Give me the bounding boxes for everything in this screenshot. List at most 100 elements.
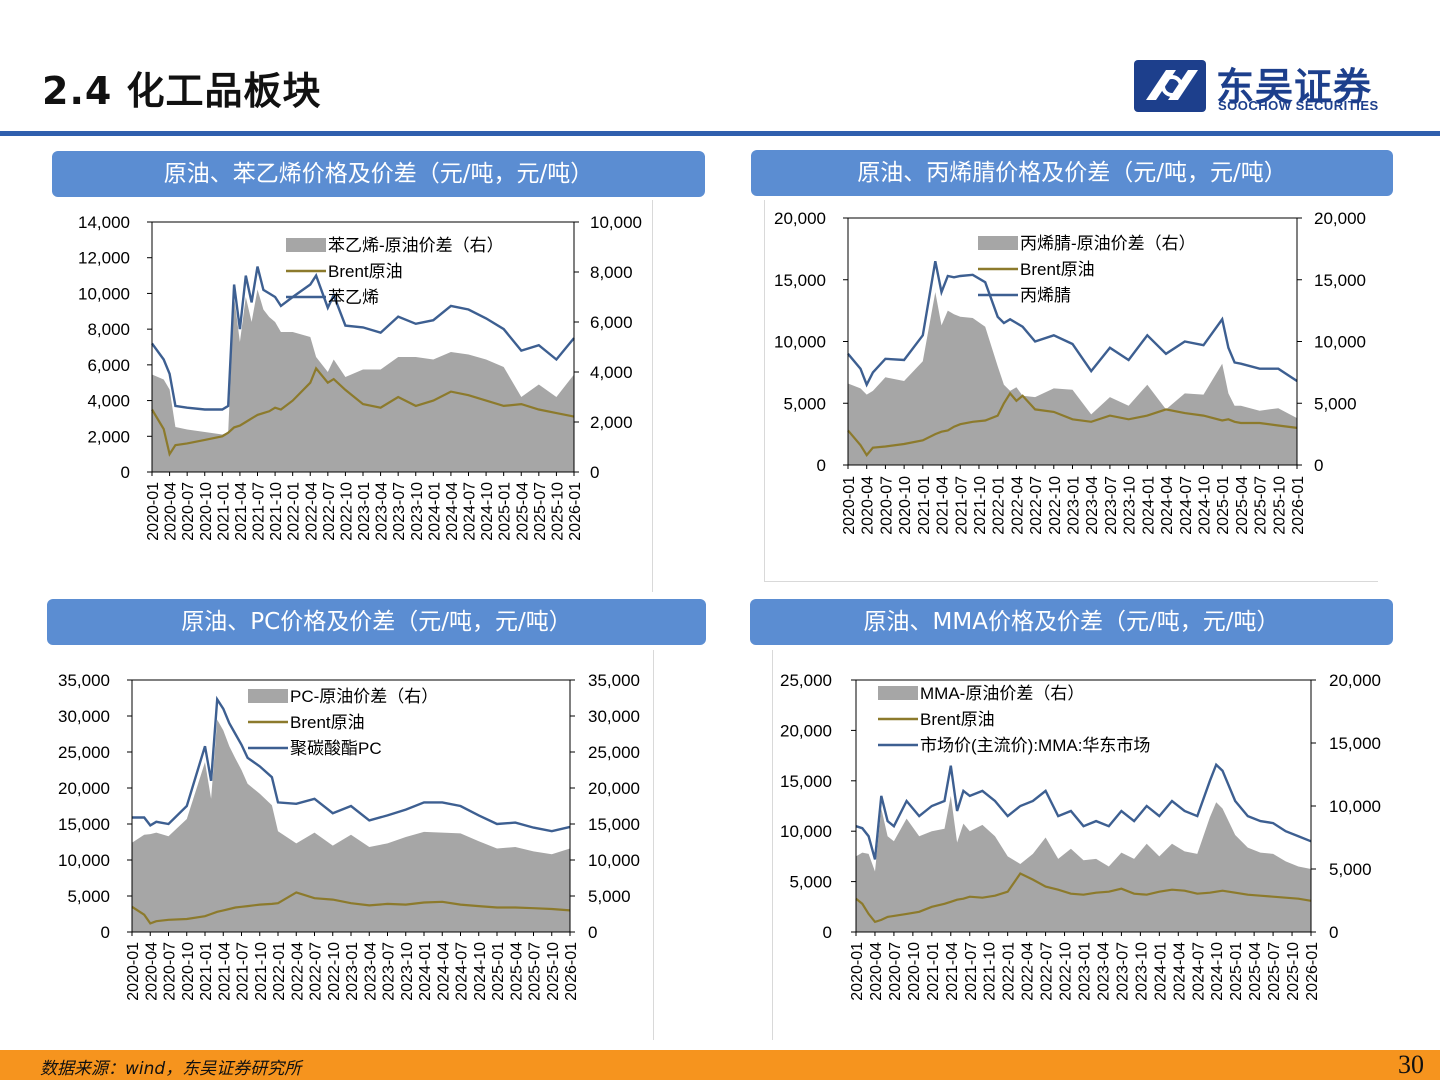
chart-2-xtick-label: 2021-01: [916, 476, 933, 535]
chart-3-ytick-left-label: 35,000: [58, 671, 110, 690]
header-rule: [0, 131, 1440, 136]
chart-1-xtick-label: 2023-04: [374, 482, 391, 541]
footer-source: 数据来源：wind，东吴证券研究所: [40, 1059, 302, 1079]
chart-4-xtick-label: 2023-10: [1133, 942, 1150, 1001]
chart-3-ytick-left-label: 25,000: [58, 743, 110, 762]
chart-3-product-line: [132, 695, 571, 833]
page-number: 30: [1398, 1050, 1424, 1079]
chart-3-xtick-label: 2020-10: [180, 942, 197, 1001]
chart-3-legend-brent-label: Brent原油: [290, 713, 365, 732]
chart-2-xtick-label: 2026-01: [1290, 476, 1307, 535]
chart-3-ytick-left-label: 10,000: [58, 851, 110, 870]
chart-1-xtick-label: 2025-10: [549, 482, 566, 541]
chart-1-legend-brent-label: Brent原油: [328, 262, 403, 281]
chart-1-ytick-right-label: 8,000: [590, 263, 633, 282]
chart-4-xtick-label: 2021-04: [944, 942, 961, 1001]
chart-4-ytick-left-label: 25,000: [780, 671, 832, 690]
chart-3-ytick-left-label: 30,000: [58, 707, 110, 726]
chart-1-legend-spread-label: 苯乙烯-原油价差（右）: [328, 236, 504, 255]
chart-3-xtick-label: 2020-07: [162, 942, 179, 1001]
chart-2-xtick-label: 2020-04: [860, 476, 877, 535]
chart-3-xtick-label: 2024-04: [435, 942, 452, 1001]
chart-1-xtick-label: 2023-10: [409, 482, 426, 541]
chart-4-ytick-left-label: 5,000: [789, 873, 832, 892]
chart-3-ytick-left-label: 15,000: [58, 815, 110, 834]
chart-4-spread-area: [856, 795, 1311, 932]
chart-1-ytick-left-label: 0: [121, 463, 130, 482]
chart-4-xtick-label: 2022-07: [1039, 942, 1056, 1001]
chart-4-xtick-label: 2020-01: [849, 942, 866, 1001]
chart-3-xtick-label: 2026-01: [563, 942, 580, 1001]
chart-2-xtick-label: 2022-04: [1009, 476, 1026, 535]
chart-3-ytick-right-label: 20,000: [588, 779, 640, 798]
chart-3-xtick-label: 2022-07: [308, 942, 325, 1001]
chart-2-xtick-label: 2023-07: [1103, 476, 1120, 535]
chart-mma: 0 5,000 10,000 15,000 20,000 25,000 0 5,000 10,0…: [780, 671, 1381, 1001]
chart-3-legend-product-label: 聚碳酸酯PC: [290, 739, 382, 758]
chart-1-xtick-label: 2025-01: [497, 482, 514, 541]
chart-1-xtick-label: 2021-10: [268, 482, 285, 541]
chart-1-ytick-left-label: 2,000: [87, 427, 130, 446]
chart-2-legend-spread-label: 丙烯腈-原油价差（右）: [1020, 234, 1196, 253]
chart-2-ytick-left-label: 10,000: [774, 333, 826, 352]
chart-4-ytick-right-label: 0: [1329, 923, 1338, 942]
chart-1-xtick-label: 2022-10: [338, 482, 355, 541]
chart-3-title: 原油、PC价格及价差（元/吨，元/吨）: [47, 599, 706, 645]
chart-1-xtick-label: 2026-01: [567, 482, 584, 541]
chart-1-ytick-right-label: 6,000: [590, 313, 633, 332]
chart-4-ytick-left-label: 15,000: [780, 772, 832, 791]
chart-pc: 0 5,000 10,000 15,000 20,000 25,000 30,000 35,0…: [58, 671, 640, 1001]
chart-4-legend-spread-swatch: [878, 686, 918, 700]
chart-2-product-line: [847, 260, 1298, 388]
chart-3-ytick-left-label: 0: [101, 923, 110, 942]
chart-4-xtick-label: 2021-10: [982, 942, 999, 1001]
chart-3-ytick-right-label: 15,000: [588, 815, 640, 834]
chart-4-xtick-label: 2021-07: [963, 942, 980, 1001]
chart-4-xtick-label: 2022-01: [1001, 942, 1018, 1001]
chart-2-xtick-label: 2024-04: [1159, 476, 1176, 535]
chart-1-xtick-label: 2024-07: [462, 482, 479, 541]
logo-en: SOOCHOW SECURITIES: [1218, 98, 1379, 113]
chart-2-xtick-label: 2024-01: [1140, 476, 1157, 535]
chart-styrene: 0 2,000 4,000 6,000 8,000 10,000 12,000 14,000 0…: [78, 213, 642, 541]
chart-3-xtick-label: 2025-04: [508, 942, 525, 1001]
chart-2-xtick-label: 2022-10: [1047, 476, 1064, 535]
chart-3-xtick-label: 2021-07: [235, 942, 252, 1001]
chart-3-ytick-right-label: 35,000: [588, 671, 640, 690]
chart-4-ytick-right-label: 10,000: [1329, 797, 1381, 816]
chart-1-xtick-label: 2023-01: [356, 482, 373, 541]
chart-1-xtick-label: 2020-07: [180, 482, 197, 541]
chart-1-xtick-label: 2020-01: [145, 482, 162, 541]
chart-3-legend-spread-swatch: [248, 689, 288, 703]
chart-4-xtick-label: 2021-01: [925, 942, 942, 1001]
chart-1-legend-product-label: 苯乙烯: [328, 288, 379, 307]
chart-1-xtick-label: 2021-01: [215, 482, 232, 541]
chart-1-legend-spread-swatch: [286, 238, 326, 252]
chart-3-spread-area: [132, 719, 570, 932]
chart-2-xtick-label: 2022-01: [991, 476, 1008, 535]
chart-4-xtick-label: 2020-10: [906, 942, 923, 1001]
chart-1-xtick-label: 2023-07: [391, 482, 408, 541]
chart-4-xtick-label: 2024-07: [1190, 942, 1207, 1001]
chart-1-xtick-label: 2022-01: [286, 482, 303, 541]
chart-3-ytick-right-label: 5,000: [588, 887, 631, 906]
soochow-logo: 东吴证券 SOOCHOW SECURITIES: [1132, 56, 1404, 116]
chart-1-xtick-label: 2020-04: [163, 482, 180, 541]
chart-4-ytick-left-label: 20,000: [780, 721, 832, 740]
chart-2-legend-spread-swatch: [978, 236, 1018, 250]
chart-1-spread-area: [152, 289, 574, 472]
chart-2-xtick-label: 2023-01: [1066, 476, 1083, 535]
chart-2-ytick-left-label: 20,000: [774, 209, 826, 228]
chart-2-xtick-label: 2021-07: [953, 476, 970, 535]
chart-3-ytick-right-label: 10,000: [588, 851, 640, 870]
chart-3-xtick-label: 2025-01: [490, 942, 507, 1001]
chart-2-xtick-label: 2025-07: [1253, 476, 1270, 535]
chart-1-xtick-label: 2021-04: [233, 482, 250, 541]
chart-3-xtick-label: 2025-10: [545, 942, 562, 1001]
chart-4-ytick-left-label: 10,000: [780, 822, 832, 841]
chart-3-xtick-label: 2024-07: [454, 942, 471, 1001]
chart-4-ytick-right-label: 20,000: [1329, 671, 1381, 690]
chart-1-xtick-label: 2025-07: [532, 482, 549, 541]
chart-2-legend-product-label: 丙烯腈: [1020, 286, 1071, 305]
chart-4-legend-product-label: 市场价(主流价):MMA:华东市场: [920, 736, 1150, 755]
